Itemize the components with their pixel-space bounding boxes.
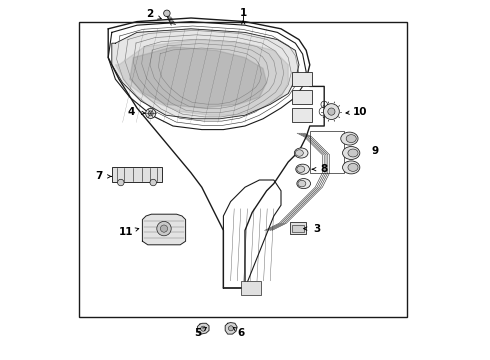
Polygon shape <box>116 40 288 115</box>
Ellipse shape <box>297 179 311 189</box>
Circle shape <box>118 179 124 186</box>
Bar <box>292 90 312 104</box>
Bar <box>79 22 407 317</box>
Circle shape <box>328 108 335 115</box>
Bar <box>112 167 162 182</box>
Polygon shape <box>225 323 237 334</box>
Polygon shape <box>143 214 186 245</box>
Ellipse shape <box>343 161 360 174</box>
Circle shape <box>157 221 171 236</box>
Ellipse shape <box>297 166 305 172</box>
Ellipse shape <box>296 164 310 174</box>
Text: 10: 10 <box>353 107 368 117</box>
Text: 11: 11 <box>119 227 133 237</box>
Ellipse shape <box>348 163 358 171</box>
Polygon shape <box>197 323 209 334</box>
Circle shape <box>323 104 339 120</box>
Text: 8: 8 <box>320 164 328 174</box>
Text: 5: 5 <box>195 328 202 338</box>
Circle shape <box>160 225 168 232</box>
Bar <box>310 131 344 173</box>
Text: 2: 2 <box>146 9 153 19</box>
Text: 1: 1 <box>240 8 247 18</box>
FancyBboxPatch shape <box>290 222 306 234</box>
Ellipse shape <box>298 180 306 187</box>
Text: 3: 3 <box>314 224 320 234</box>
Text: 6: 6 <box>238 328 245 338</box>
Circle shape <box>228 326 233 331</box>
Circle shape <box>201 326 206 331</box>
Circle shape <box>146 108 156 118</box>
Ellipse shape <box>348 149 358 157</box>
Text: 9: 9 <box>371 146 378 156</box>
Circle shape <box>164 10 170 17</box>
Ellipse shape <box>346 135 356 143</box>
Ellipse shape <box>295 150 303 156</box>
Ellipse shape <box>343 147 360 159</box>
FancyBboxPatch shape <box>292 225 304 232</box>
Bar <box>242 281 261 295</box>
Polygon shape <box>130 47 267 108</box>
Ellipse shape <box>341 132 358 145</box>
Bar <box>292 72 312 86</box>
Bar <box>292 108 312 122</box>
Text: 7: 7 <box>96 171 103 181</box>
Ellipse shape <box>294 148 308 158</box>
Circle shape <box>148 111 153 116</box>
Polygon shape <box>112 29 299 119</box>
Text: 4: 4 <box>128 107 135 117</box>
Circle shape <box>150 179 156 186</box>
